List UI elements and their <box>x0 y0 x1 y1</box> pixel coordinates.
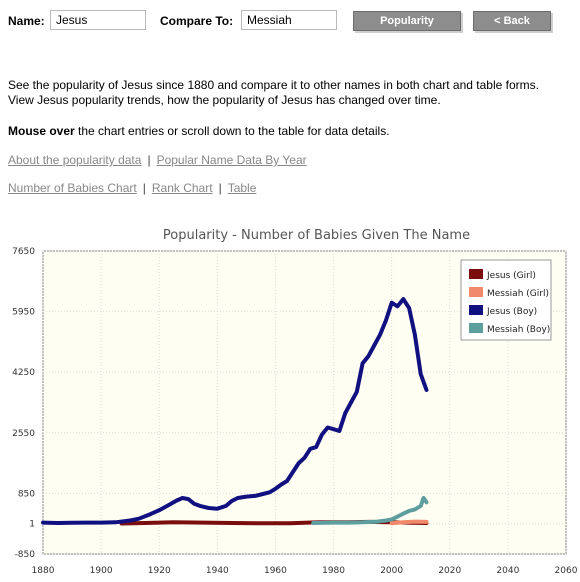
x-tick-label: 1900 <box>90 566 113 576</box>
legend-swatch <box>469 287 483 297</box>
x-tick-label: 2040 <box>496 566 519 576</box>
legend-entry[interactable]: Messiah (Girl) <box>487 289 549 299</box>
y-tick-label: -850 <box>15 550 36 560</box>
y-tick-label: 4250 <box>12 368 35 378</box>
number-of-babies-chart-link[interactable]: Number of Babies Chart <box>8 181 137 195</box>
link-separator: | <box>147 153 151 167</box>
link-separator: | <box>218 181 222 195</box>
x-tick-label: 2060 <box>555 566 578 576</box>
y-tick-label: 5950 <box>12 308 35 318</box>
name-input[interactable] <box>50 10 146 30</box>
rank-chart-link[interactable]: Rank Chart <box>151 181 213 195</box>
about-popularity-link[interactable]: About the popularity data <box>8 153 142 167</box>
mouse-over-note: Mouse over the chart entries or scroll d… <box>8 124 390 138</box>
chart-title: Popularity - Number of Babies Given The … <box>163 228 470 243</box>
series-line-jesus-boy[interactable] <box>41 297 429 525</box>
legend-entry[interactable]: Jesus (Girl) <box>486 271 536 281</box>
legend-swatch <box>469 305 483 315</box>
legend-swatch <box>469 323 483 333</box>
legend-entry[interactable]: Messiah (Boy) <box>487 325 550 335</box>
y-tick-label: 7650 <box>12 247 35 257</box>
x-tick-label: 1980 <box>322 566 345 576</box>
compare-input[interactable] <box>241 10 337 30</box>
x-tick-label: 1940 <box>206 566 229 576</box>
x-tick-label: 1920 <box>148 566 171 576</box>
popular-name-data-link[interactable]: Popular Name Data By Year <box>156 153 307 167</box>
popularity-chart[interactable]: Popularity - Number of Babies Given The … <box>0 222 580 582</box>
search-form: Name: Compare To: Popularity < Back <box>8 10 568 34</box>
back-button[interactable]: < Back <box>473 11 551 31</box>
legend-entry[interactable]: Jesus (Boy) <box>486 307 537 317</box>
popularity-button[interactable]: Popularity <box>353 11 461 31</box>
mouse-over-rest: the chart entries or scroll down to the … <box>74 124 390 138</box>
x-tick-label: 2020 <box>438 566 461 576</box>
legend-swatch <box>469 269 483 279</box>
y-tick-label: 850 <box>18 489 35 499</box>
y-tick-label: 2550 <box>12 429 35 439</box>
x-tick-label: 1960 <box>264 566 287 576</box>
info-links: About the popularity data | Popular Name D… <box>8 153 307 167</box>
series-line-messiah-girl[interactable] <box>389 519 429 526</box>
intro-line-1: See the popularity of Jesus since 1880 a… <box>8 78 539 92</box>
intro-line-2: View Jesus popularity trends, how the po… <box>8 93 441 107</box>
table-link[interactable]: Table <box>227 181 257 195</box>
name-label: Name: <box>8 14 45 28</box>
link-separator: | <box>142 181 146 195</box>
mouse-over-bold: Mouse over <box>8 124 75 138</box>
compare-label: Compare To: <box>160 14 234 28</box>
intro-text: See the popularity of Jesus since 1880 a… <box>8 78 573 108</box>
x-tick-label: 2000 <box>380 566 403 576</box>
y-tick-label: 1 <box>29 520 35 530</box>
series-line-messiah-boy[interactable] <box>311 496 429 525</box>
x-tick-label: 1880 <box>32 566 55 576</box>
chart-tabs: Number of Babies Chart | Rank Chart | Table <box>8 181 256 195</box>
